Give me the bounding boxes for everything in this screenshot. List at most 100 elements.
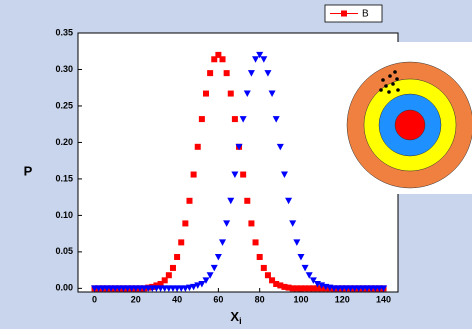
x-tick-label: 20 <box>131 294 141 304</box>
square-marker <box>281 283 288 290</box>
triangle-marker <box>309 277 317 284</box>
square-marker <box>211 56 218 63</box>
square-marker <box>174 253 181 260</box>
x-axis-title: Xi <box>230 309 241 326</box>
triangle-marker <box>380 285 388 292</box>
triangle-marker <box>305 272 313 279</box>
y-tick-label: 0.05 <box>55 246 73 256</box>
triangle-marker <box>206 272 214 279</box>
triangle-marker <box>185 284 193 292</box>
square-marker <box>310 285 317 292</box>
square-marker <box>169 264 176 271</box>
square-marker <box>244 197 251 204</box>
x-tick-label: 140 <box>376 294 391 304</box>
square-marker <box>207 70 214 77</box>
x-axis-title-sub: i <box>239 316 242 326</box>
triangle-marker <box>243 90 251 98</box>
triangle-marker <box>181 285 189 292</box>
y-axis-title: P <box>24 163 33 178</box>
triangle-marker <box>293 239 301 246</box>
triangle-marker <box>210 264 218 272</box>
triangle-marker <box>289 220 297 227</box>
square-marker <box>157 280 164 287</box>
square-marker <box>252 239 259 246</box>
triangle-marker <box>297 253 305 261</box>
square-marker <box>248 220 255 227</box>
triangle-marker <box>239 116 247 123</box>
square-marker <box>198 116 205 123</box>
y-tick-label: 0.30 <box>55 64 73 74</box>
triangle-marker <box>198 280 206 288</box>
square-marker <box>260 264 267 271</box>
square-marker <box>231 116 238 123</box>
y-tick-label: 0.15 <box>55 173 73 183</box>
x-tick-label: 120 <box>335 294 350 304</box>
square-marker <box>227 90 234 97</box>
triangle-marker <box>260 56 268 63</box>
triangle-marker <box>264 70 272 77</box>
square-marker <box>264 272 271 279</box>
square-marker <box>314 285 321 292</box>
square-marker <box>194 143 201 150</box>
x-tick-label: 0 <box>92 294 97 304</box>
x-tick-label: 80 <box>255 294 265 304</box>
triangle-marker <box>272 116 280 123</box>
square-marker <box>165 272 172 279</box>
triangle-marker <box>190 283 198 291</box>
square-marker <box>215 51 222 58</box>
triangle-marker <box>227 197 235 205</box>
square-marker <box>203 90 209 97</box>
square-marker <box>273 280 280 287</box>
triangle-marker <box>276 143 284 151</box>
plot-area <box>77 32 399 293</box>
legend-marker <box>341 10 347 17</box>
triangle-marker <box>247 70 255 77</box>
triangle-marker <box>235 143 243 151</box>
y-tick-label: 0.35 <box>55 27 73 37</box>
triangle-marker <box>301 264 309 272</box>
square-marker <box>302 285 309 292</box>
square-marker <box>293 285 300 292</box>
square-marker <box>285 284 292 291</box>
triangle-marker <box>194 282 202 289</box>
square-marker <box>182 220 189 227</box>
square-marker <box>306 285 313 292</box>
square-marker <box>297 285 304 292</box>
square-marker <box>223 70 230 77</box>
square-marker <box>178 239 185 246</box>
triangle-marker <box>256 51 264 59</box>
square-marker <box>190 171 197 178</box>
y-tick-label: 0.25 <box>55 100 73 110</box>
triangle-marker <box>231 171 239 179</box>
triangle-marker <box>280 171 288 179</box>
target-inset <box>346 42 472 194</box>
hits <box>379 70 400 94</box>
triangle-marker <box>219 239 227 246</box>
x-tick-label: 100 <box>293 294 308 304</box>
plot: 0.00 0.05 0.10 0.15 0.20 0.25 0.30 0.35 0 20 40 60 8… <box>55 27 391 304</box>
legend-label: B <box>362 9 369 20</box>
triangle-marker <box>285 197 293 205</box>
x-tick-label: 60 <box>213 294 223 304</box>
triangle-marker <box>202 277 210 284</box>
square-marker <box>219 56 226 63</box>
square-marker <box>269 277 276 284</box>
y-tick-label: 0.10 <box>55 210 73 220</box>
x-axis-title-main: X <box>230 309 239 324</box>
square-marker <box>186 197 193 204</box>
square-marker <box>256 253 263 260</box>
y-tick-label: 0.20 <box>55 137 73 147</box>
triangle-marker <box>268 90 276 98</box>
y-tick-label: 0.00 <box>55 283 73 293</box>
x-tick-label: 40 <box>172 294 182 304</box>
legend: B <box>324 4 383 23</box>
square-marker <box>289 285 296 292</box>
bullseye <box>394 109 426 141</box>
triangle-marker <box>252 56 260 63</box>
triangle-marker <box>223 220 231 227</box>
triangle-marker <box>214 253 222 261</box>
square-marker <box>161 277 168 284</box>
square-marker <box>277 282 284 289</box>
square-marker <box>240 171 247 178</box>
